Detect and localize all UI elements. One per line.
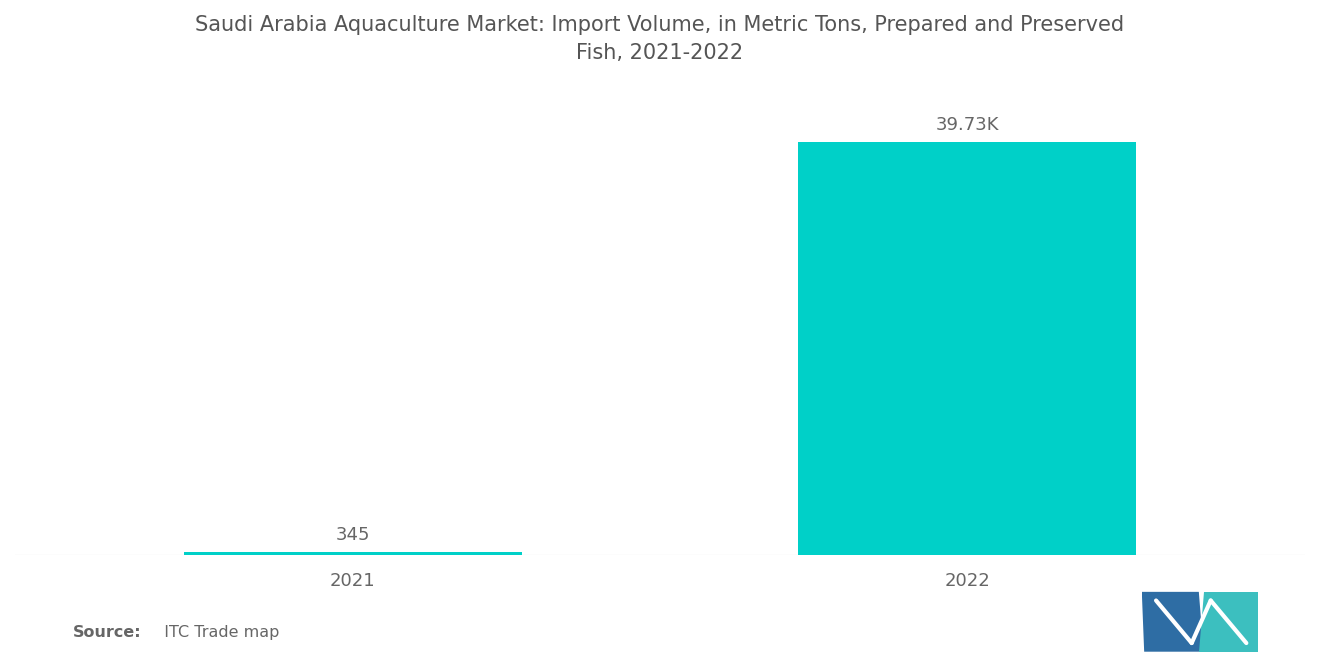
Bar [799,142,1137,555]
Polygon shape [1199,592,1258,652]
Text: Source:: Source: [73,625,141,640]
Polygon shape [1142,592,1204,652]
Text: ITC Trade map: ITC Trade map [154,625,280,640]
Title: Saudi Arabia Aquaculture Market: Import Volume, in Metric Tons, Prepared and Pre: Saudi Arabia Aquaculture Market: Import … [195,15,1125,63]
Bar [183,552,521,555]
Text: 345: 345 [335,525,370,543]
Text: 39.73K: 39.73K [936,116,999,134]
